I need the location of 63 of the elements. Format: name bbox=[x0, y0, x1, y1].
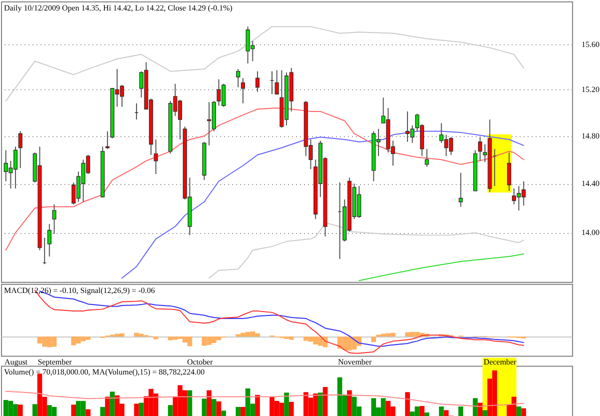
x-tick-label: November bbox=[338, 358, 372, 367]
candlestick bbox=[458, 172, 463, 208]
bar bbox=[71, 404, 76, 416]
candlestick bbox=[255, 70, 260, 92]
bar bbox=[100, 406, 106, 416]
candlestick bbox=[236, 68, 240, 88]
chart-title: MACD(12,26) = -0.10, Signal(12,26,9) = -0.06 bbox=[4, 286, 155, 295]
candlestick bbox=[18, 130, 22, 169]
bar bbox=[288, 402, 294, 416]
bar bbox=[482, 410, 488, 416]
bar bbox=[516, 406, 522, 416]
candlestick bbox=[274, 70, 279, 95]
bar bbox=[168, 405, 173, 416]
y-tick-label: 14.00 bbox=[582, 228, 600, 238]
bar bbox=[221, 410, 226, 416]
candlestick bbox=[105, 130, 110, 150]
bar bbox=[420, 406, 424, 416]
bar bbox=[216, 401, 222, 416]
line-series bbox=[121, 130, 524, 279]
chart-title: Daily 10/12/2009 Open 14.35, Hi 14.42, Lo 14.22, Close 14.29 (-0.1%) bbox=[4, 3, 233, 12]
y-tick-label: 15.60 bbox=[582, 40, 600, 49]
bar bbox=[322, 387, 328, 416]
candlestick bbox=[507, 152, 512, 192]
candlestick bbox=[154, 139, 158, 175]
x-tick-label: August bbox=[4, 358, 28, 367]
line-series bbox=[358, 253, 524, 282]
candlestick bbox=[47, 224, 52, 257]
bar bbox=[134, 404, 139, 416]
bar bbox=[32, 404, 38, 416]
bar bbox=[110, 392, 115, 416]
line-series bbox=[5, 107, 524, 251]
x-tick-label: October bbox=[187, 358, 214, 367]
bar bbox=[86, 409, 91, 416]
bar bbox=[138, 402, 144, 416]
bar bbox=[318, 392, 323, 416]
bar bbox=[478, 402, 483, 416]
bar bbox=[212, 399, 216, 416]
candlestick bbox=[478, 136, 482, 162]
bar bbox=[105, 396, 110, 416]
candlestick bbox=[52, 204, 56, 234]
bar bbox=[255, 394, 260, 416]
bar bbox=[206, 390, 212, 416]
candlestick bbox=[240, 78, 246, 104]
x-tick-label: December bbox=[484, 358, 517, 367]
y-tick-label: 14.80 bbox=[582, 131, 600, 140]
bar bbox=[284, 392, 289, 416]
bar bbox=[521, 408, 526, 416]
bar bbox=[202, 398, 207, 416]
bar bbox=[18, 404, 23, 416]
y-tick-label: 15.20 bbox=[582, 85, 600, 94]
x-tick-label: September bbox=[38, 358, 72, 367]
line-series bbox=[5, 26, 524, 102]
line-series bbox=[208, 222, 524, 279]
bar bbox=[236, 406, 241, 416]
bar bbox=[424, 412, 430, 416]
bar bbox=[240, 406, 246, 416]
bar bbox=[405, 392, 410, 416]
y-tick-label: 14.40 bbox=[582, 179, 600, 188]
bar bbox=[438, 406, 444, 416]
bar bbox=[458, 406, 464, 416]
chart-title: Volume() = 70,018,000.00, MA(Volume(),15) = 88,782,224.00 bbox=[4, 368, 205, 377]
bar bbox=[347, 390, 352, 416]
candlestick bbox=[424, 148, 429, 168]
